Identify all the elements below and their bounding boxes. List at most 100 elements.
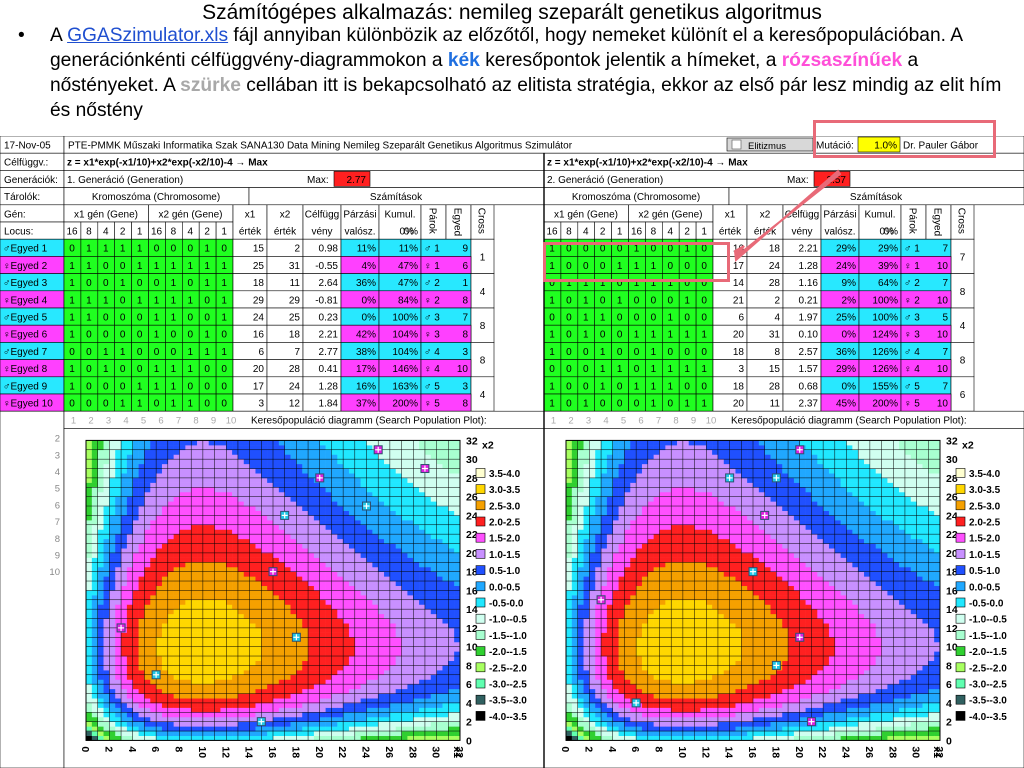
contour-cell xyxy=(331,651,338,657)
contour-cell xyxy=(237,477,245,483)
contour-cell xyxy=(419,641,426,647)
contour-cell xyxy=(273,501,280,507)
x2-value: 11 xyxy=(290,278,301,289)
contour-cell xyxy=(167,646,174,652)
contour-cell xyxy=(454,585,461,591)
gene-bit-value: 0 xyxy=(634,313,640,324)
contour-cell xyxy=(103,712,110,718)
gene-bit-value: 1 xyxy=(154,381,160,392)
contour-cell xyxy=(179,552,186,558)
contour-cell xyxy=(103,510,110,516)
fitness-value: 2.21 xyxy=(319,330,339,341)
contour-cell xyxy=(226,496,233,502)
contour-cell xyxy=(237,707,245,713)
contour-cell xyxy=(331,693,338,699)
contour-cell xyxy=(132,665,139,671)
individual-label: ♂Egyed 9 xyxy=(3,381,48,392)
contour-cell xyxy=(167,684,174,690)
contour-cell xyxy=(354,529,361,535)
contour-cell xyxy=(179,440,186,446)
contour-cell xyxy=(150,656,157,662)
contour-cell xyxy=(150,627,157,633)
gene-bit-value: 1 xyxy=(668,330,674,341)
contour-cell xyxy=(384,459,391,465)
contour-cell xyxy=(413,679,420,685)
contour-cell xyxy=(185,529,192,535)
contour-cell xyxy=(308,581,315,587)
contour-cell xyxy=(401,712,408,718)
gene-bit-value: 0 xyxy=(86,364,92,375)
contour-cell xyxy=(144,581,151,587)
contour-cell xyxy=(331,665,338,671)
contour-cell xyxy=(261,623,268,629)
contour-cell xyxy=(302,581,309,587)
elitism-checkbox[interactable] xyxy=(731,139,742,150)
contour-cell xyxy=(144,632,151,638)
contour-cell xyxy=(161,632,169,638)
text-part-1: A xyxy=(50,25,68,46)
contour-cell xyxy=(214,684,221,690)
contour-cell xyxy=(97,721,104,727)
contour-cell xyxy=(395,534,402,540)
gene-bit-value: 1 xyxy=(549,244,555,255)
contour-cell xyxy=(126,491,134,497)
contour-cell xyxy=(103,595,110,601)
contour-cell xyxy=(319,595,326,601)
contour-cell xyxy=(232,473,239,479)
contour-cell xyxy=(202,543,210,549)
contour-cell xyxy=(179,688,186,694)
file-link[interactable]: GGASzimulator.xls xyxy=(67,25,229,46)
contour-cell xyxy=(185,613,192,619)
contour-cell xyxy=(273,491,280,497)
contour-cell xyxy=(290,506,297,512)
contour-cell xyxy=(389,501,397,507)
contour-cell xyxy=(308,599,315,605)
contour-cell xyxy=(197,735,204,741)
contour-cell xyxy=(407,590,414,596)
contour-cell xyxy=(348,721,356,727)
gene-bit-value: 0 xyxy=(566,313,572,324)
contour-cell xyxy=(331,623,338,629)
contour-cell xyxy=(401,510,408,516)
contour-cell xyxy=(126,599,134,605)
mutation-value-cell[interactable] xyxy=(857,136,901,153)
contour-cell xyxy=(226,571,233,577)
contour-cell xyxy=(267,482,274,488)
contour-cell xyxy=(284,581,291,587)
contour-cell xyxy=(424,576,432,582)
contour-cell xyxy=(308,449,315,455)
contour-cell xyxy=(378,534,385,540)
contour-cell xyxy=(232,538,239,544)
contour-cell xyxy=(413,660,420,666)
contour-cell xyxy=(255,641,262,647)
contour-cell xyxy=(384,656,391,662)
contour-cell xyxy=(372,463,379,469)
contour-cell xyxy=(91,735,98,741)
contour-cell xyxy=(395,604,402,610)
contour-cell xyxy=(354,599,361,605)
contour-cell xyxy=(273,581,280,587)
spreadsheet[interactable]: 17-Nov-05Célfüggv.:Generációk:Tárolók:Gé… xyxy=(0,136,1024,768)
contour-cell xyxy=(454,604,461,610)
contour-cell xyxy=(185,520,192,526)
contour-cell xyxy=(243,538,250,544)
contour-cell xyxy=(156,604,163,610)
contour-cell xyxy=(308,684,315,690)
contour-cell xyxy=(173,463,180,469)
contour-cell xyxy=(384,552,391,558)
contour-cell xyxy=(395,637,402,643)
contour-cell xyxy=(313,548,321,554)
gene-bit-value: 0 xyxy=(120,381,126,392)
gene-bit-value: 0 xyxy=(204,399,210,410)
contour-cell xyxy=(302,688,309,694)
contour-cell xyxy=(413,506,420,512)
contour-cell xyxy=(302,506,309,512)
contour-cell xyxy=(220,576,227,582)
contour-cell xyxy=(138,656,145,662)
contour-cell xyxy=(302,646,309,652)
contour-cell xyxy=(97,670,104,676)
contour-cell xyxy=(191,449,198,455)
contour-cell xyxy=(372,688,379,694)
contour-cell xyxy=(208,491,215,497)
contour-cell xyxy=(325,599,332,605)
